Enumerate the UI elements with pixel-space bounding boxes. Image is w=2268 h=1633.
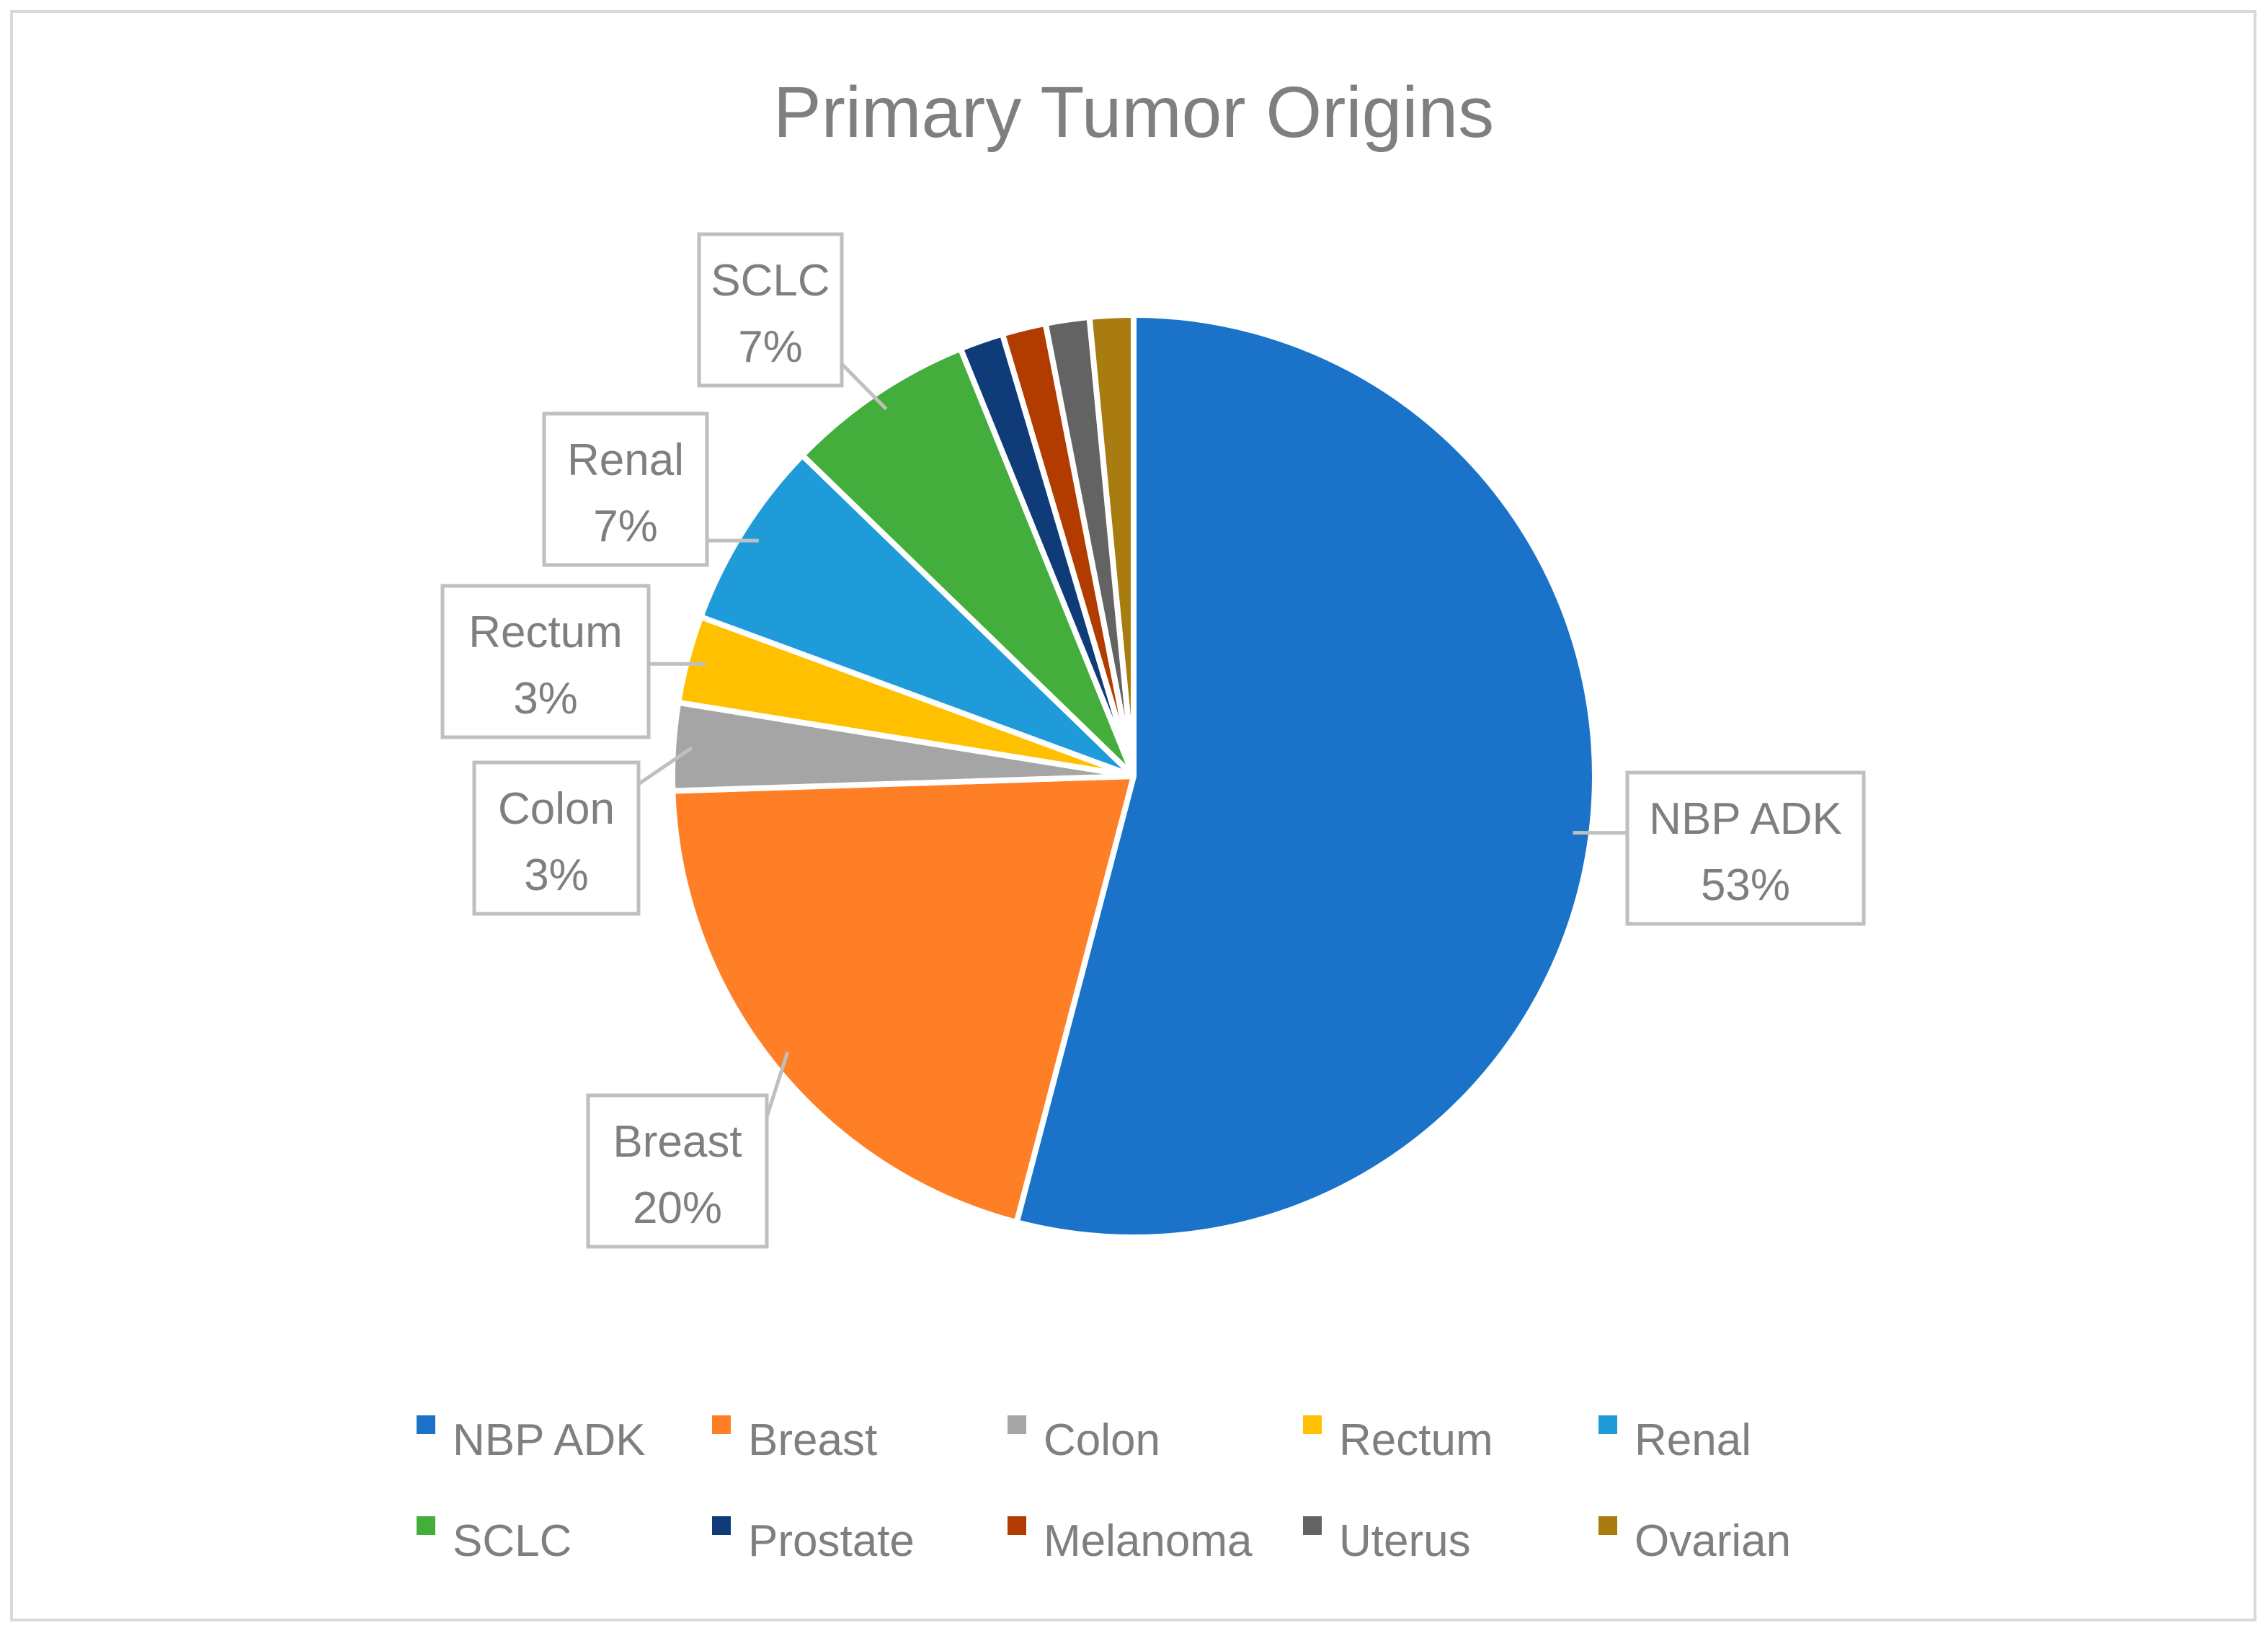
pie-slice-sclc	[799, 345, 1137, 779]
pie-slices	[670, 312, 1598, 1240]
data-label-callouts: NBP ADK 53% Breast 20% Colon 3% Rectum 3% Renal 7…	[440, 232, 1866, 1249]
legend-swatch	[712, 1516, 731, 1535]
legend-label: SCLC	[453, 1516, 572, 1566]
callout-box	[440, 584, 651, 739]
legend-item-melanoma: Melanoma	[1008, 1516, 1253, 1566]
legend-label: Colon	[1044, 1415, 1160, 1465]
callout-percent-label: 53%	[1701, 860, 1790, 910]
callout-box	[542, 411, 709, 567]
callout-category-label: Breast	[613, 1117, 742, 1167]
legend-swatch	[1598, 1415, 1617, 1434]
legend-swatch	[712, 1415, 731, 1434]
callout-nbp-adk: NBP ADK 53%	[1573, 770, 1866, 926]
legend-swatch	[1008, 1415, 1026, 1434]
pie-slice-breast	[670, 773, 1137, 1226]
legend-swatch	[1008, 1516, 1026, 1535]
callout-leader-line	[765, 1051, 789, 1118]
callout-leader-line	[637, 746, 693, 786]
chart-title: Primary Tumor Origins	[773, 72, 1494, 153]
pie-slice-nbp-adk	[1013, 312, 1598, 1240]
callout-category-label: Renal	[567, 435, 684, 485]
callout-box	[472, 760, 641, 916]
legend-label: Renal	[1635, 1415, 1751, 1465]
legend-item-renal: Renal	[1598, 1415, 1751, 1465]
legend-swatch	[1303, 1516, 1322, 1535]
callout-box	[586, 1093, 769, 1249]
legend-label: Uterus	[1339, 1516, 1471, 1566]
legend-item-breast: Breast	[712, 1415, 877, 1465]
callout-category-label: NBP ADK	[1649, 794, 1842, 844]
legend-item-rectum: Rectum	[1303, 1415, 1493, 1465]
legend-item-uterus: Uterus	[1303, 1516, 1471, 1566]
legend-item-prostate: Prostate	[712, 1516, 915, 1566]
legend-label: Melanoma	[1044, 1516, 1253, 1566]
legend-swatch	[1598, 1516, 1617, 1535]
callout-rectum: Rectum 3%	[440, 584, 706, 739]
legend-swatch	[417, 1415, 435, 1434]
legend-item-nbp-adk: NBP ADK	[417, 1415, 646, 1465]
legend-label: NBP ADK	[453, 1415, 646, 1465]
chart-legend: NBP ADK Breast Colon Rectum Renal SCLC Prostat…	[417, 1415, 1791, 1566]
legend-label: Breast	[748, 1415, 877, 1465]
callout-box	[1625, 770, 1866, 926]
callout-renal: Renal 7%	[542, 411, 759, 567]
callout-percent-label: 7%	[593, 502, 658, 551]
callout-category-label: Colon	[498, 784, 615, 834]
callout-percent-label: 3%	[524, 850, 589, 900]
legend-item-sclc: SCLC	[417, 1516, 572, 1566]
callout-breast: Breast 20%	[586, 1051, 789, 1249]
callout-leader-line	[840, 362, 888, 411]
legend-label: Ovarian	[1635, 1516, 1791, 1566]
legend-item-ovarian: Ovarian	[1598, 1516, 1791, 1566]
callout-category-label: Rectum	[468, 608, 623, 657]
callout-percent-label: 20%	[633, 1183, 722, 1233]
legend-label: Prostate	[748, 1516, 915, 1566]
callout-sclc: SCLC 7%	[697, 232, 888, 411]
legend-swatch	[1303, 1415, 1322, 1434]
callout-percent-label: 7%	[738, 322, 803, 372]
pie-slice-ovarian	[1086, 312, 1137, 779]
legend-item-colon: Colon	[1008, 1415, 1160, 1465]
callout-box	[697, 232, 844, 388]
callout-colon: Colon 3%	[472, 746, 693, 916]
legend-swatch	[417, 1516, 435, 1535]
callout-category-label: SCLC	[711, 256, 830, 306]
legend-label: Rectum	[1339, 1415, 1493, 1465]
callout-percent-label: 3%	[513, 674, 578, 724]
pie-slice-renal	[698, 452, 1137, 779]
